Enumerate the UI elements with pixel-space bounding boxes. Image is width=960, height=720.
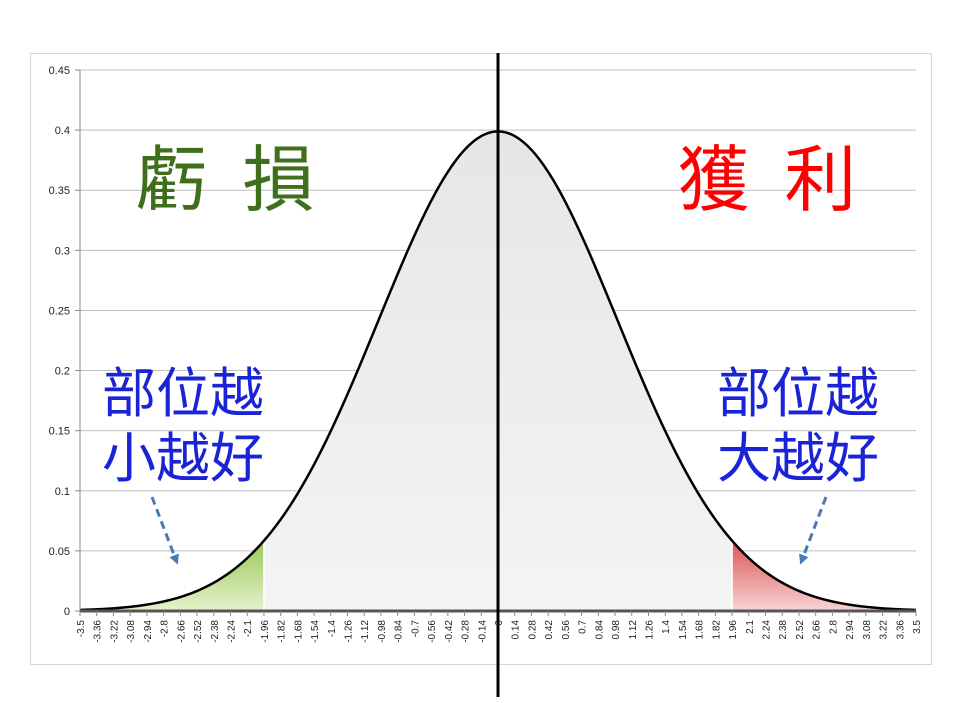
right-tail-area [732, 540, 916, 611]
x-tick-label: 2.94 [845, 620, 856, 640]
x-tick-label: 1.12 [628, 620, 639, 640]
x-tick-label: 0.56 [561, 620, 572, 640]
x-tick-label: -2.94 [143, 620, 154, 643]
y-tick-label: 0.35 [49, 185, 70, 197]
y-tick-label: 0.4 [55, 125, 70, 137]
x-tick-label: -2.24 [226, 620, 237, 643]
x-tick-label: -1.54 [310, 620, 321, 643]
x-tick-label: 1.96 [728, 620, 739, 640]
x-tick-label: 3.22 [879, 620, 890, 640]
x-tick-label: -2.38 [210, 620, 221, 643]
x-tick-label: 1.4 [661, 620, 672, 634]
x-tick-label: 2.38 [778, 620, 789, 640]
y-tick-label: 0.3 [55, 245, 70, 257]
left-note-line1: 部位越 [102, 362, 264, 425]
x-tick-label: 0.84 [594, 620, 605, 640]
loss-label: 虧 損 [136, 138, 321, 222]
x-tick-label: 1.54 [678, 620, 689, 640]
x-tick-label: 0 [494, 620, 505, 626]
x-tick-label: -1.82 [277, 620, 288, 643]
y-tick-label: 0.05 [49, 546, 70, 558]
x-tick-label: 1.68 [695, 620, 706, 640]
x-tick-label: -2.66 [176, 620, 187, 643]
x-tick-label: 1.26 [644, 620, 655, 640]
x-tick-label: -0.28 [461, 620, 472, 643]
x-tick-label: -2.52 [193, 620, 204, 643]
right-note-line2: 大越好 [717, 427, 879, 490]
left-arrow [150, 496, 179, 565]
right-arrow [799, 496, 828, 565]
y-tick-label: 0.2 [55, 366, 70, 378]
y-tick-label: 0.1 [55, 486, 70, 498]
x-tick-label: -3.5 [76, 620, 87, 638]
x-tick-label: -2.1 [243, 620, 254, 638]
x-tick-label: 2.24 [762, 620, 773, 640]
x-tick-label: 2.66 [812, 620, 823, 640]
y-tick-label: 0.45 [49, 65, 70, 77]
x-tick-label: 3.36 [895, 620, 906, 640]
right-note-line1: 部位越 [717, 362, 879, 425]
x-tick-label: -0.42 [444, 620, 455, 643]
x-tick-label: -1.4 [327, 620, 338, 638]
x-tick-label: -0.84 [394, 620, 405, 643]
y-tick-label: 0 [64, 606, 70, 618]
x-tick-label: 0.14 [511, 620, 522, 640]
x-tick-label: -1.12 [360, 620, 371, 643]
x-tick-label: 0.98 [611, 620, 622, 640]
x-tick-label: -2.8 [160, 620, 171, 638]
x-tick-label: 0.28 [527, 620, 538, 640]
y-tick-label: 0.25 [49, 305, 70, 317]
x-tick-label: 0.7 [578, 620, 589, 634]
x-tick-label: -1.96 [260, 620, 271, 643]
x-tick-label: -0.98 [377, 620, 388, 643]
x-tick-label: 2.52 [795, 620, 806, 640]
y-tick-label: 0.15 [49, 426, 70, 438]
x-tick-label: -0.14 [477, 620, 488, 643]
x-tick-label: -3.08 [126, 620, 137, 643]
left-tail-area [80, 540, 264, 611]
x-tick-label: -3.22 [109, 620, 120, 643]
x-tick-label: -3.36 [93, 620, 104, 643]
x-tick-label: -0.7 [410, 620, 421, 638]
left-note-line2: 小越好 [102, 427, 264, 490]
x-tick-label: -0.56 [427, 620, 438, 643]
x-tick-label: 2.8 [828, 620, 839, 634]
chart-frame [30, 53, 932, 665]
x-tick-label: 2.1 [745, 620, 756, 634]
x-tick-label: -1.26 [344, 620, 355, 643]
x-tick-label: 1.82 [711, 620, 722, 640]
x-tick-label: 0.42 [544, 620, 555, 640]
x-tick-label: 3.5 [912, 620, 923, 634]
x-tick-label: -1.68 [293, 620, 304, 643]
profit-label: 獲 利 [678, 138, 863, 222]
x-tick-label: 3.08 [862, 620, 873, 640]
